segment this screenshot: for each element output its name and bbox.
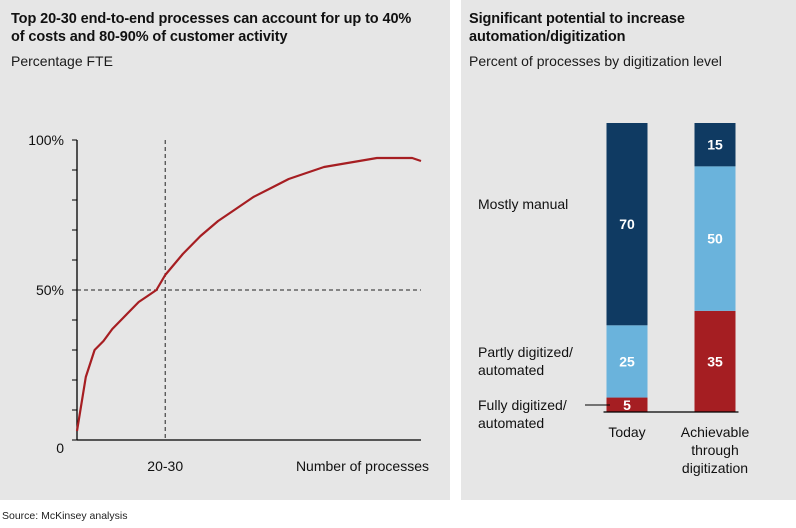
source-text: Source: McKinsey analysis: [2, 510, 128, 522]
bar-segment: [606, 123, 648, 326]
y-tick-label: 50%: [36, 282, 64, 298]
source-note: Source: McKinsey analysis: [2, 510, 127, 522]
series-label: Partly digitized/: [478, 344, 573, 360]
x-axis-title: Number of processes: [296, 458, 429, 474]
category-label: through: [691, 442, 738, 458]
category-label: digitization: [682, 460, 748, 476]
left-panel-subtitle: Percentage FTE: [11, 53, 113, 69]
y-tick-label: 0: [56, 440, 64, 456]
right-title-line: automation/digitization: [469, 29, 626, 45]
data-label: 35: [707, 353, 723, 369]
series-label: Fully digitized/: [478, 397, 567, 413]
stacked-bar-chart: 5 25 70 35 50 15 Today Achievable through digitiz…: [478, 123, 750, 476]
data-label: 15: [707, 137, 723, 153]
y-tick-label: 100%: [28, 132, 64, 148]
data-label: 5: [623, 397, 631, 413]
series-label: automated: [478, 362, 544, 378]
bar-segment: [694, 166, 736, 311]
category-label: Achievable: [681, 424, 750, 440]
left-chart-panel: Top 20-30 end-to-end processes can accou…: [0, 0, 450, 500]
bar-segment: [606, 397, 648, 412]
series-label: Mostly manual: [478, 196, 568, 212]
left-title-line: of costs and 80-90% of customer activity: [11, 29, 288, 45]
data-label: 25: [619, 353, 635, 369]
right-panel-subtitle: Percent of processes by digitization lev…: [469, 53, 722, 69]
data-label: 50: [707, 231, 723, 247]
line-chart: 0 50% 100% 20-30 Number of processes: [28, 132, 429, 474]
left-panel-title: Top 20-30 end-to-end processes can accou…: [11, 10, 411, 46]
cumulative-fte-curve: [75, 156, 422, 432]
right-chart-panel: Significant potential to increase automa…: [461, 0, 796, 500]
right-title-line: Significant potential to increase: [469, 11, 685, 27]
x-tick-label: 20-30: [147, 458, 183, 474]
category-label: Today: [608, 424, 645, 440]
bar-segment: [694, 310, 736, 412]
right-panel-title: Significant potential to increase automa…: [469, 10, 685, 46]
left-title-line: Top 20-30 end-to-end processes can accou…: [11, 11, 412, 27]
bar-segment: [606, 325, 648, 398]
data-label: 70: [619, 216, 635, 232]
bar-segment: [694, 123, 736, 167]
series-label: automated: [478, 415, 544, 431]
